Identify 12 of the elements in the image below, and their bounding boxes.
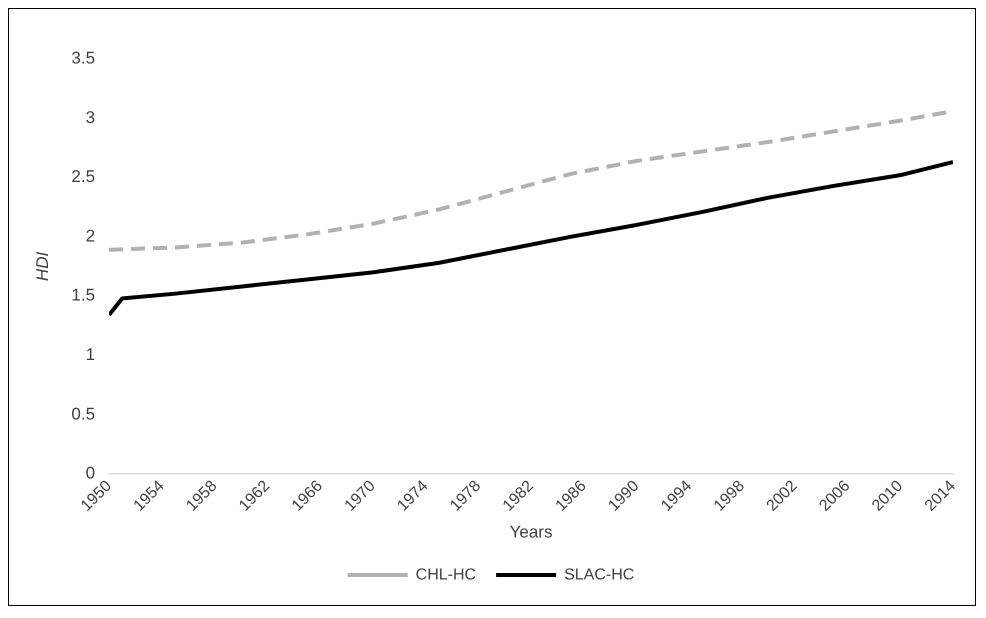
y-tick-label: 2.5 xyxy=(71,167,96,186)
legend-label: SLAC-HC xyxy=(564,566,634,584)
x-axis-title: Years xyxy=(510,522,552,542)
y-tick-label: 1 xyxy=(86,345,96,364)
y-axis-title: HDI xyxy=(32,252,52,282)
y-tick-label: 1.5 xyxy=(71,286,96,305)
legend-label: CHL-HC xyxy=(416,566,476,584)
y-tick-label: 3 xyxy=(86,108,96,127)
y-tick-label: 0.5 xyxy=(71,404,96,424)
y-tick-label: 2 xyxy=(86,226,96,246)
y-tick-label: 0 xyxy=(86,464,96,483)
y-tick-label: 3.5 xyxy=(71,48,96,68)
